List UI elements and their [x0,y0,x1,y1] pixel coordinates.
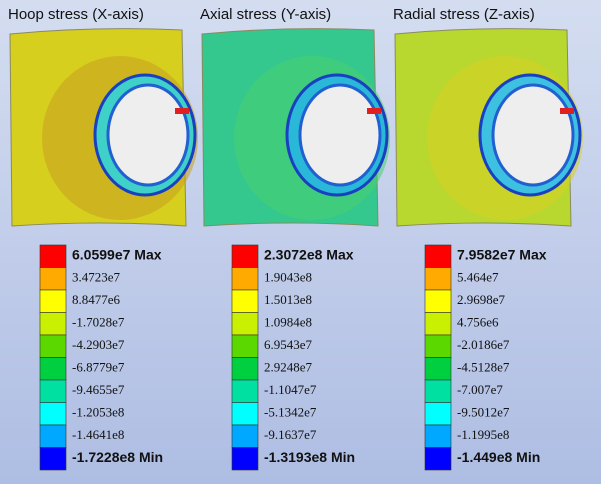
legend-swatch [40,268,66,291]
legend-label: -2.0186e7 [457,337,510,352]
legend-swatch [232,425,258,448]
legend-label: -7.007e7 [457,382,503,397]
legend-swatch [40,290,66,313]
legend-swatch [40,425,66,448]
legend-swatch [40,313,66,336]
legend-swatch [425,268,451,291]
legend-swatch [425,358,451,381]
legend-label: -1.2053e8 [72,404,124,419]
legend-swatch [425,290,451,313]
legend-swatch [425,448,451,471]
page: Hoop stress (X-axis) 6.0599e7 Max 3.4723e7… [0,0,601,484]
legend-label: 4.756e6 [457,314,499,329]
stress-image [10,29,198,226]
legend-label: -1.449e8 Min [457,449,540,465]
figure: Hoop stress (X-axis) 6.0599e7 Max 3.4723e7… [0,0,601,484]
legend-label: 1.9043e8 [264,269,312,284]
legend-swatch [40,403,66,426]
legend-swatch [40,380,66,403]
legend-label: -1.1047e7 [264,382,317,397]
legend-label: 7.9582e7 Max [457,247,547,263]
legend-label: 8.8477e6 [72,292,121,307]
legend-swatch [425,380,451,403]
legend-swatch [232,313,258,336]
legend-label: 1.5013e8 [264,292,312,307]
legend-label: -4.5128e7 [457,359,510,374]
legend-label: 6.9543e7 [264,337,313,352]
legend-swatch [232,403,258,426]
legend-label: -1.7028e7 [72,314,125,329]
legend-swatch [425,335,451,358]
legend-swatch [232,380,258,403]
legend-swatch [40,448,66,471]
legend-swatch [40,358,66,381]
legend-label: -9.4655e7 [72,382,125,397]
legend-label: 3.4723e7 [72,269,121,284]
legend-label: -4.2903e7 [72,337,125,352]
probe-marker [560,108,574,114]
ring-inner [300,85,380,185]
stress-image [395,29,583,226]
legend-swatch [40,245,66,268]
legend-swatch [425,313,451,336]
legend-label: -9.1637e7 [264,427,317,442]
probe-marker [367,108,381,114]
legend-label: 6.0599e7 Max [72,247,162,263]
legend-label: -1.4641e8 [72,427,124,442]
legend-label: -9.5012e7 [457,404,510,419]
legend-label: -5.1342e7 [264,404,317,419]
panel-title: Axial stress (Y-axis) [200,6,331,23]
panel-title: Radial stress (Z-axis) [393,6,535,23]
legend-swatch [232,245,258,268]
legend-label: 2.3072e8 Max [264,247,354,263]
legend-label: -1.3193e8 Min [264,449,355,465]
legend-label: 2.9248e7 [264,359,313,374]
legend-swatch [425,403,451,426]
legend-label: -6.8779e7 [72,359,125,374]
ring-inner [493,85,573,185]
legend-label: 2.9698e7 [457,292,506,307]
legend-swatch [232,268,258,291]
probe-marker [175,108,189,114]
legend-label: -1.7228e8 Min [72,449,163,465]
stress-image [202,29,390,226]
legend-swatch [425,425,451,448]
legend-label: 1.0984e8 [264,314,312,329]
legend-swatch [232,290,258,313]
panel-title: Hoop stress (X-axis) [8,6,144,23]
legend-label: 5.464e7 [457,269,499,284]
legend-swatch [232,358,258,381]
legend-swatch [232,448,258,471]
legend-label: -1.1995e8 [457,427,509,442]
legend-swatch [40,335,66,358]
legend-swatch [425,245,451,268]
ring-inner [108,85,188,185]
legend-swatch [232,335,258,358]
